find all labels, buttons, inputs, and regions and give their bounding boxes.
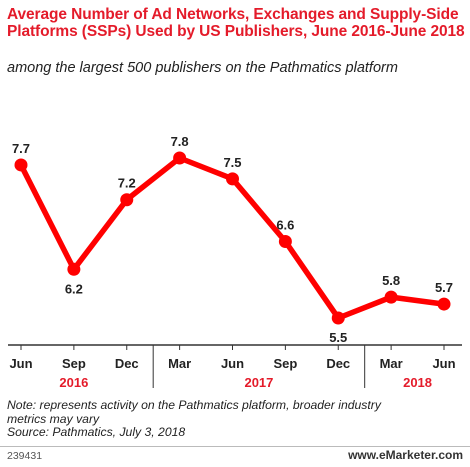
- chart-id: 239431: [7, 450, 43, 462]
- data-label: 6.6: [276, 217, 294, 232]
- chart-note: Note: represents activity on the Pathmat…: [7, 398, 462, 440]
- data-label: 5.7: [435, 280, 453, 295]
- data-point: [437, 297, 451, 311]
- data-label: 7.5: [223, 155, 241, 170]
- x-tick-label: Jun: [9, 356, 32, 371]
- data-label: 5.8: [382, 273, 400, 288]
- data-label: 6.2: [65, 281, 83, 296]
- x-tick-label: Jun: [432, 356, 455, 371]
- data-point: [173, 151, 187, 165]
- footer-divider: [0, 446, 470, 447]
- data-label: 7.7: [12, 141, 30, 156]
- x-tick-label: Dec: [326, 356, 350, 371]
- data-point: [278, 234, 292, 248]
- chart-title: Average Number of Ad Networks, Exchanges…: [7, 6, 465, 40]
- data-point: [226, 172, 239, 186]
- data-point: [331, 311, 345, 325]
- data-point: [14, 158, 28, 172]
- data-label: 7.2: [118, 176, 136, 191]
- data-label: 5.5: [329, 330, 347, 345]
- x-tick-label: Sep: [62, 356, 86, 371]
- year-label: 2018: [403, 375, 432, 390]
- year-label: 2017: [244, 375, 273, 390]
- line-chart: Jun Sep Dec Mar Jun Sep Dec Mar Jun 2016 2017 2018 7…: [8, 134, 462, 390]
- data-point: [120, 193, 134, 207]
- x-tick-label: Mar: [168, 356, 191, 371]
- data-point: [384, 290, 398, 304]
- x-tick-label: Mar: [380, 356, 403, 371]
- year-label: 2016: [59, 375, 88, 390]
- emarketer-logo: www.eMarketer.com: [348, 448, 463, 462]
- data-point: [67, 262, 81, 276]
- note-line-1: Note: represents activity on the Pathmat…: [7, 398, 381, 412]
- x-tick-label: Sep: [273, 356, 297, 371]
- x-tick-label: Jun: [221, 356, 244, 371]
- chart-subtitle: among the largest 500 publishers on the …: [7, 60, 398, 76]
- data-label: 7.8: [171, 134, 189, 149]
- x-tick-label: Dec: [115, 356, 139, 371]
- note-line-2: metrics may vary: [7, 411, 100, 426]
- source-line: Source: Pathmatics, July 3, 2018: [7, 425, 186, 439]
